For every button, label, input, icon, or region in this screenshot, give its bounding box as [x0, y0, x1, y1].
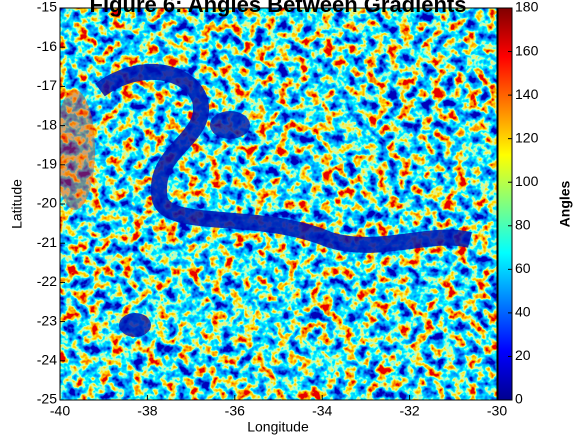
colorbar-tick-label: 0	[515, 391, 523, 407]
y-tick-label: -21	[37, 234, 57, 250]
colorbar-tick-label: 180	[515, 0, 539, 15]
low-angle-band	[95, 63, 472, 253]
colorbar-tick-label: 160	[515, 42, 539, 58]
x-tick-label: -34	[312, 403, 332, 419]
colorbar-tick-label: 60	[515, 260, 531, 276]
x-tick-label: -38	[137, 403, 157, 419]
low-angle-blob	[119, 313, 151, 337]
x-tick-label: -30	[487, 403, 507, 419]
y-tick-label: -23	[37, 312, 57, 328]
y-axis-label: Latitude	[9, 179, 25, 229]
colorbar-tick-label: 100	[515, 173, 539, 189]
heatmap-texture	[60, 8, 497, 400]
colorbar-label: Angles	[557, 180, 573, 227]
colorbar-tick-label: 140	[515, 86, 539, 102]
y-tick-label: -17	[37, 77, 57, 93]
y-tick-label: -18	[37, 116, 57, 132]
x-tick-label: -36	[225, 403, 245, 419]
colorbar-tick-label: 80	[515, 216, 531, 232]
heatmap-field	[60, 8, 497, 400]
y-tick-label: -20	[37, 195, 57, 211]
y-tick-label: -24	[37, 352, 57, 368]
low-angle-blob	[210, 111, 250, 139]
x-tick-label: -32	[399, 403, 419, 419]
y-tick-label: -15	[37, 0, 57, 15]
y-tick-label: -16	[37, 38, 57, 54]
y-tick-label: -19	[37, 156, 57, 172]
y-tick-label: -22	[37, 273, 57, 289]
chart-title: Figure 6: Angles Between Gradients	[90, 0, 467, 17]
x-axis-label: Longitude	[247, 419, 309, 435]
x-tick-label: -40	[50, 403, 70, 419]
colorbar-tick-label: 40	[515, 304, 531, 320]
colorbar-tick-label: 20	[515, 347, 531, 363]
y-tick-label: -25	[37, 391, 57, 407]
high-angle-region	[60, 90, 95, 210]
colorbar	[497, 7, 513, 401]
colorbar-tick-label: 120	[515, 129, 539, 145]
